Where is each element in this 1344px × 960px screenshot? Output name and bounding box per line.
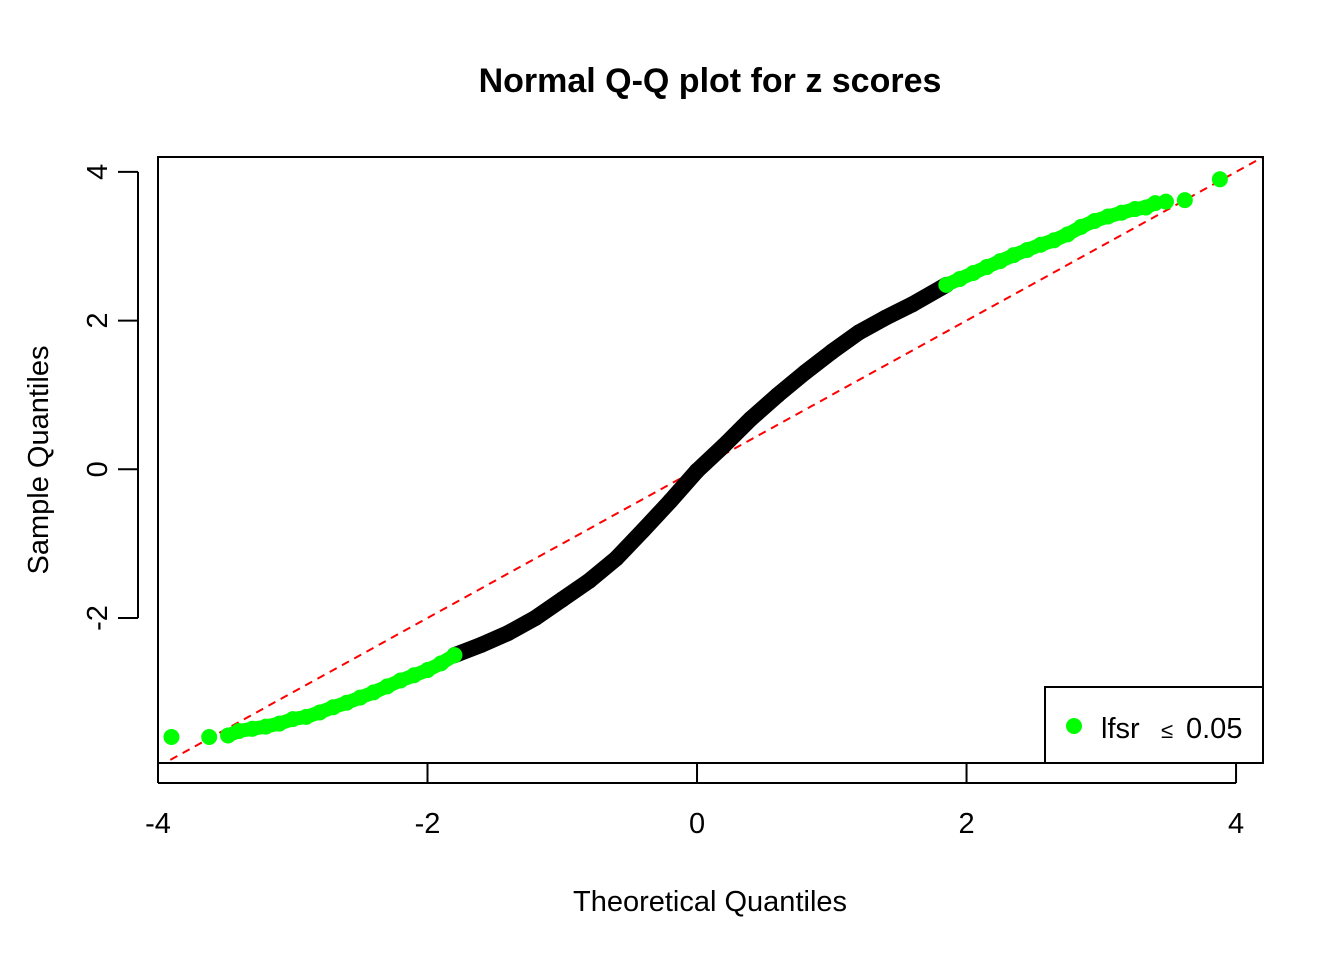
data-point [473,636,490,653]
data-point [338,694,355,711]
data-point [1019,241,1036,258]
data-point [742,410,759,427]
data-point [298,708,315,725]
x-tick-label: 4 [1228,808,1244,840]
data-point [311,704,328,721]
y-tick-label: -2 [82,605,114,631]
x-tick-label: -4 [145,808,171,840]
data-point [244,720,261,737]
data-point [1086,212,1103,229]
data-point [554,591,571,608]
data-point [715,437,732,454]
data-point [823,343,840,360]
data-points [163,171,1228,745]
y-tick-label: 4 [82,164,114,180]
data-point [1113,204,1130,221]
y-tick-label: 2 [82,313,114,329]
data-point [581,572,598,589]
data-point [938,276,955,293]
data-point [608,550,625,567]
data-point [992,253,1009,270]
data-point [904,296,921,313]
legend-value: 0.05 [1186,713,1242,745]
legend: lfsr ≤0.05 [1044,686,1264,764]
data-point [1046,232,1063,249]
data-point [1032,236,1049,253]
data-point [1211,171,1228,188]
y-tick-label: 0 [82,461,114,477]
data-point [978,259,995,276]
data-point [230,723,247,740]
data-point [965,264,982,281]
data-point [352,689,369,706]
data-point [419,662,436,679]
legend-marker [1066,718,1082,734]
data-point [365,684,382,701]
legend-label: lfsr [1101,713,1140,745]
data-point [951,270,968,287]
data-point [257,718,274,735]
x-tick-label: -2 [415,808,441,840]
data-point [201,728,218,745]
data-point [379,678,396,695]
data-point [1176,192,1193,209]
data-point [325,699,342,716]
data-point [850,324,867,341]
data-point [163,728,180,745]
data-point [1073,218,1090,235]
data-point [689,462,706,479]
data-point [662,493,679,510]
data-point [796,364,813,381]
y-axis-label: Sample Quantiles [23,346,55,575]
data-point [769,386,786,403]
x-axis-label: Theoretical Quantiles [573,886,847,918]
data-point [500,624,517,641]
data-point [392,672,409,689]
legend-symbol: ≤ [1161,718,1173,743]
chart-title: Normal Q-Q plot for z scores [479,62,942,100]
data-point [284,711,301,728]
x-tick-label: 0 [689,808,705,840]
data-point [877,309,894,326]
data-point [1059,226,1076,243]
data-point [635,522,652,539]
data-point [1157,193,1174,210]
data-point [271,715,288,732]
plot-border [157,156,1264,764]
data-point [406,667,423,684]
axes: -4 -2 0 2 4 -2 0 2 4 [82,164,1244,840]
data-point [1100,208,1117,225]
data-point [1005,247,1022,264]
x-tick-label: 2 [958,808,974,840]
data-point [432,655,449,672]
data-point [527,610,544,627]
data-point [446,647,463,664]
